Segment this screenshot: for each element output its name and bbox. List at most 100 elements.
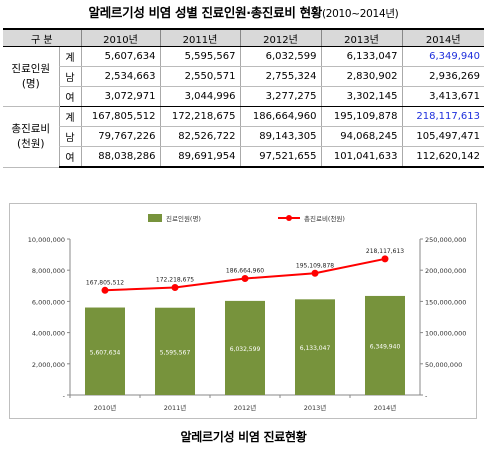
- sub-label: 계: [58, 106, 81, 127]
- header-cell: 2013년: [320, 28, 402, 47]
- table-header-row: 구 분 2010년 2011년 2012년 2013년 2014년: [3, 28, 484, 47]
- table-cell: 167,805,512: [80, 106, 160, 127]
- table-cell: 6,133,047: [320, 46, 402, 67]
- x-tick-label: 2012년: [234, 403, 257, 412]
- bar-value-label: 5,595,567: [160, 349, 191, 356]
- sub-label: 여: [58, 86, 81, 107]
- group-label-line1: 총진료비: [11, 122, 51, 135]
- table-cell: 88,038,286: [80, 146, 160, 168]
- left-tick-label: 4,000,000: [32, 330, 65, 338]
- header-cell: 2010년: [80, 28, 160, 47]
- header-cell: 구 분: [3, 28, 81, 47]
- table-cell: 105,497,471: [401, 126, 484, 147]
- line-point: [101, 286, 109, 294]
- line-value-label: 186,664,960: [226, 268, 264, 275]
- table-cell: 172,218,675: [159, 106, 240, 127]
- table-cell: 79,767,226: [80, 126, 160, 147]
- title-period: (2010~2014년): [321, 8, 399, 20]
- line-point: [311, 269, 319, 277]
- line-value-label: 195,109,878: [296, 262, 334, 269]
- right-tick-label: -: [425, 392, 428, 400]
- x-tick-label: 2013년: [304, 403, 327, 412]
- sub-label: 여: [58, 146, 81, 168]
- legend-label-line: 총진료비(천원): [304, 214, 345, 223]
- legend-swatch-marker: [286, 215, 292, 221]
- left-tick-label: -: [63, 392, 66, 400]
- line-value-label: 167,805,512: [86, 279, 124, 286]
- left-tick-label: 10,000,000: [28, 236, 65, 244]
- group-label: 진료인원 (명): [3, 46, 59, 107]
- table-row: 남 79,767,226 82,526,722 89,143,305 94,06…: [3, 126, 484, 147]
- left-tick-label: 6,000,000: [32, 298, 65, 306]
- table-row: 총진료비 (천원) 계 167,805,512 172,218,675 186,6…: [3, 106, 484, 168]
- chart-container: - 2,000,000 4,000,000 6,000,000 8,000,000 10,…: [9, 203, 477, 419]
- table-row: 남 2,534,663 2,550,571 2,755,324 2,830,90…: [3, 66, 484, 87]
- bar: [155, 307, 195, 395]
- table-cell: 2,936,269: [401, 66, 484, 87]
- right-tick-label: 200,000,000: [425, 267, 466, 275]
- right-tick-label: 150,000,000: [425, 298, 466, 306]
- table-cell: 2,550,571: [159, 66, 240, 87]
- bar-value-label: 6,349,940: [370, 343, 401, 350]
- group-label: 총진료비 (천원): [3, 106, 59, 168]
- bar-value-label: 5,607,634: [90, 349, 121, 356]
- right-tick-label: 100,000,000: [425, 330, 466, 338]
- bar-value-label: 6,032,599: [230, 346, 261, 353]
- header-cell: 2011년: [159, 28, 240, 47]
- table-cell: 112,620,142: [401, 146, 484, 168]
- table-cell: 195,109,878: [320, 106, 402, 127]
- table-cell: 3,277,275: [239, 86, 321, 107]
- table-cell: 94,068,245: [320, 126, 402, 147]
- table-row: 진료인원 (명) 계 5,607,634 5,595,567 6,032,599 …: [3, 46, 484, 107]
- table-cell: 2,534,663: [80, 66, 160, 87]
- bar: [295, 299, 335, 395]
- line-value-label: 172,218,675: [156, 277, 194, 284]
- line-series: [104, 257, 386, 292]
- right-tick-label: 50,000,000: [425, 361, 462, 369]
- table-cell: 2,830,902: [320, 66, 402, 87]
- sub-label: 계: [58, 46, 81, 67]
- table-cell: 5,595,567: [159, 46, 240, 67]
- combo-chart: - 2,000,000 4,000,000 6,000,000 8,000,000 10,…: [28, 214, 466, 412]
- header-cell: 2014년: [401, 28, 484, 47]
- group-label-line2: (천원): [16, 137, 45, 150]
- table-cell: 101,041,633: [320, 146, 402, 168]
- table-cell: 2,755,324: [239, 66, 321, 87]
- table-cell: 3,302,145: [320, 86, 402, 107]
- group-label-line2: (명): [21, 77, 40, 90]
- table-cell: 3,413,671: [401, 86, 484, 107]
- bar: [225, 300, 265, 395]
- table-row: 여 88,038,286 89,691,954 97,521,655 101,0…: [3, 146, 484, 168]
- table-cell: 186,664,960: [239, 106, 321, 127]
- left-tick-label: 8,000,000: [32, 267, 65, 275]
- x-tick-label: 2010년: [94, 403, 117, 412]
- sub-label: 남: [58, 66, 81, 87]
- table-cell: 6,032,599: [239, 46, 321, 67]
- table-cell: 5,607,634: [80, 46, 160, 67]
- table-cell: 82,526,722: [159, 126, 240, 147]
- line-point: [381, 255, 389, 263]
- table-cell-highlight: 6,349,940: [401, 46, 484, 67]
- right-tick-label: 250,000,000: [425, 236, 466, 244]
- header-cell: 2012년: [239, 28, 321, 47]
- data-table: 구 분 2010년 2011년 2012년 2013년 2014년 진료인원 (명…: [3, 28, 484, 168]
- line-point: [241, 275, 249, 283]
- table-cell: 89,691,954: [159, 146, 240, 168]
- table-row: 여 3,072,971 3,044,996 3,277,275 3,302,14…: [3, 86, 484, 107]
- sub-label: 남: [58, 126, 81, 147]
- table-cell: 97,521,655: [239, 146, 321, 168]
- title-main: 알레르기성 비염 성별 진료인원·총진료비 현황: [88, 5, 323, 20]
- left-tick-label: 2,000,000: [32, 361, 65, 369]
- line-value-label: 218,117,613: [366, 248, 404, 255]
- x-tick-label: 2014년: [374, 403, 397, 412]
- bar-value-label: 6,133,047: [300, 345, 331, 352]
- page-title: 알레르기성 비염 성별 진료인원·총진료비 현황(2010~2014년): [0, 2, 487, 21]
- legend-label-bar: 진료인원(명): [166, 214, 201, 223]
- chart-caption: 알레르기성 비염 진료현황: [180, 430, 307, 444]
- group-label-line1: 진료인원: [11, 62, 51, 75]
- table-cell-highlight: 218,117,613: [401, 106, 484, 127]
- bar: [365, 295, 405, 395]
- table-cell: 3,072,971: [80, 86, 160, 107]
- bar: [85, 307, 125, 395]
- x-tick-label: 2011년: [164, 403, 187, 412]
